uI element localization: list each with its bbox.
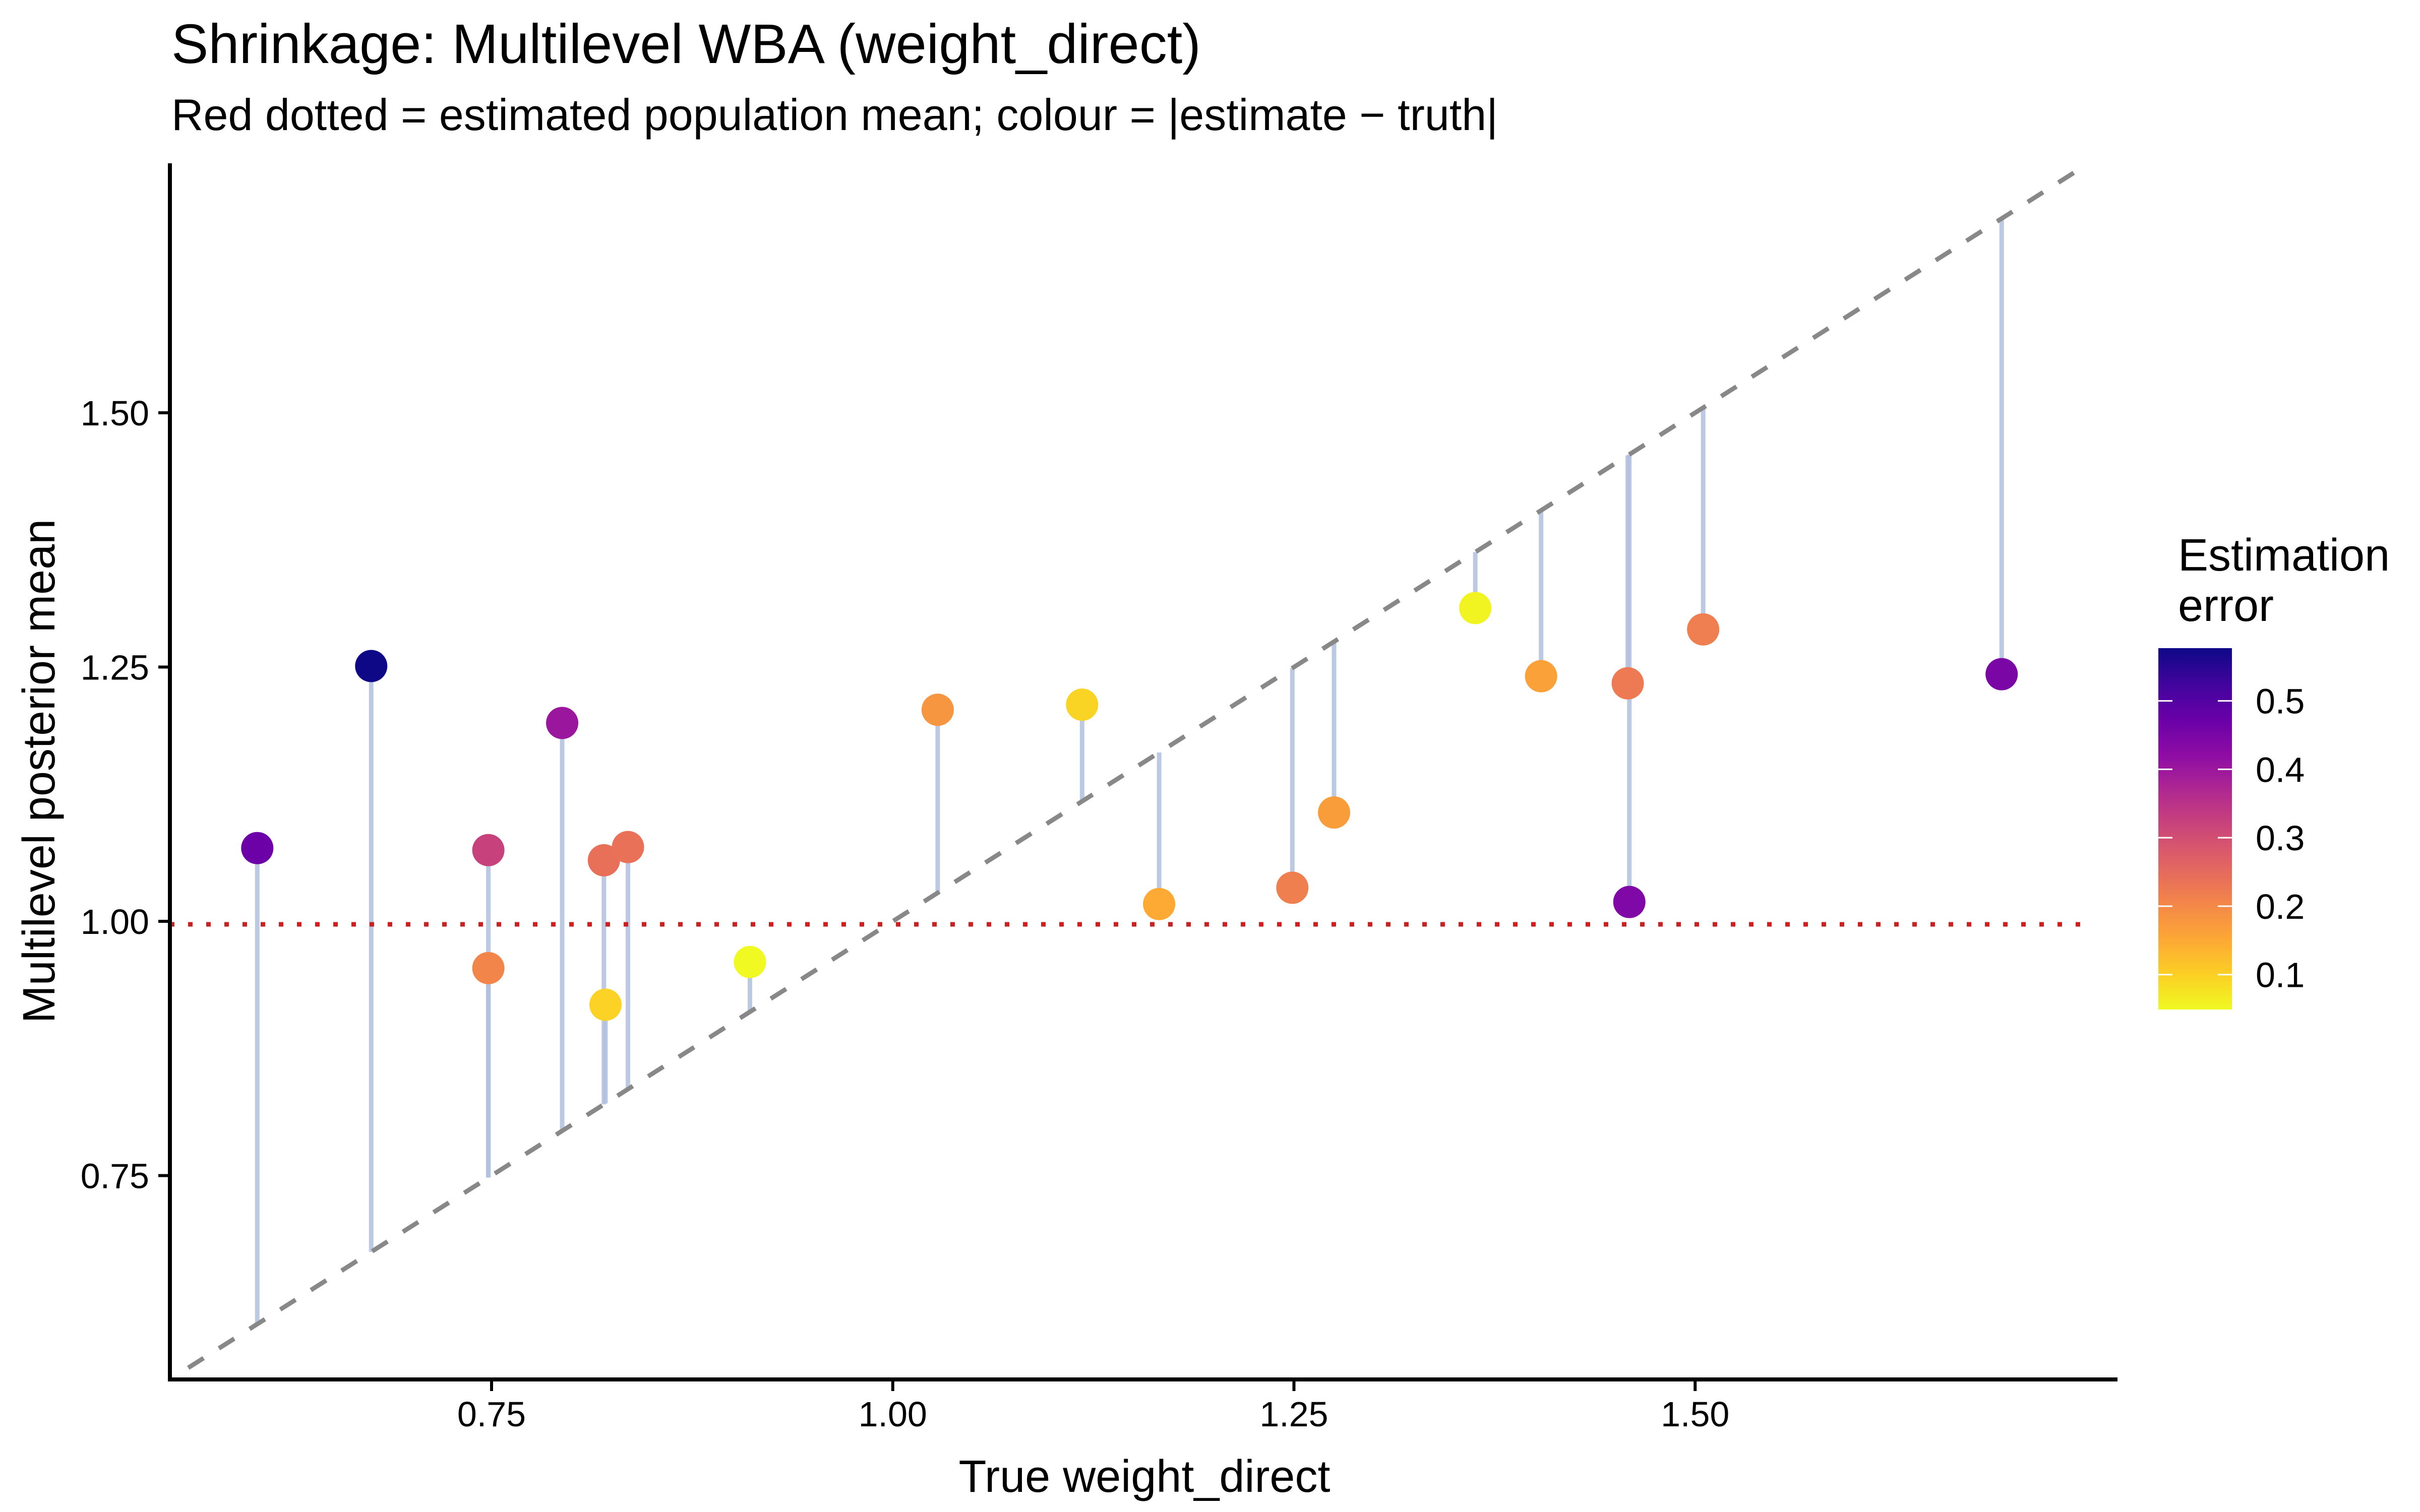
colorbar: [2158, 648, 2232, 1010]
y-axis-ticks: 0.75 1.00 1.25 1.50: [81, 394, 170, 1196]
x-tick-label: 1.50: [1661, 1395, 1729, 1434]
plot-area: [170, 164, 2090, 1370]
data-point: [1276, 871, 1309, 904]
data-point: [921, 694, 954, 726]
data-point: [1613, 886, 1646, 918]
x-tick-label: 0.75: [457, 1395, 526, 1434]
colorbar-tick-label: 0.4: [2256, 750, 2305, 789]
data-point: [589, 988, 622, 1021]
x-axis-ticks: 0.75 1.00 1.25 1.50: [457, 1379, 1729, 1434]
data-point: [1143, 888, 1176, 920]
data-point: [612, 831, 644, 863]
y-tick-label: 1.25: [81, 648, 149, 687]
data-point: [1687, 613, 1720, 646]
colorbar-tick-label: 0.1: [2256, 956, 2305, 995]
colorbar-tick-label: 0.2: [2256, 887, 2305, 926]
x-axis-title: True weight_direct: [958, 1452, 1330, 1502]
data-point: [355, 650, 388, 682]
chart-subtitle: Red dotted = estimated population mean; …: [171, 90, 1498, 140]
data-point: [1459, 592, 1492, 624]
color-legend: Estimation error 0.1 0.2 0.3 0.4 0.5: [2158, 530, 2390, 1010]
colorbar-tick-label: 0.3: [2256, 818, 2305, 858]
y-tick-label: 1.50: [81, 394, 149, 433]
data-point: [1066, 688, 1099, 721]
identity-reference-line: [187, 164, 2085, 1370]
x-tick-label: 1.25: [1259, 1395, 1328, 1434]
y-axis-title: Multilevel posterior mean: [14, 519, 65, 1023]
data-point: [472, 834, 505, 866]
legend-title-line-1: Estimation: [2178, 530, 2390, 581]
data-point: [1525, 660, 1557, 692]
data-point: [1985, 658, 2018, 690]
data-point: [1318, 796, 1351, 829]
y-tick-label: 0.75: [81, 1157, 149, 1196]
data-point: [734, 946, 766, 978]
data-point: [241, 832, 274, 864]
y-tick-label: 1.00: [81, 902, 149, 941]
x-tick-label: 1.00: [859, 1395, 927, 1434]
data-point: [472, 952, 505, 984]
colorbar-ticks: 0.1 0.2 0.3 0.4 0.5: [2158, 682, 2305, 995]
colorbar-tick-label: 0.5: [2256, 682, 2305, 721]
data-point: [1611, 667, 1644, 700]
data-point: [546, 707, 579, 739]
chart-title: Shrinkage: Multilevel WBA (weight_direct…: [171, 13, 1201, 75]
legend-title-line-2: error: [2178, 581, 2274, 631]
data-point: [587, 844, 620, 876]
